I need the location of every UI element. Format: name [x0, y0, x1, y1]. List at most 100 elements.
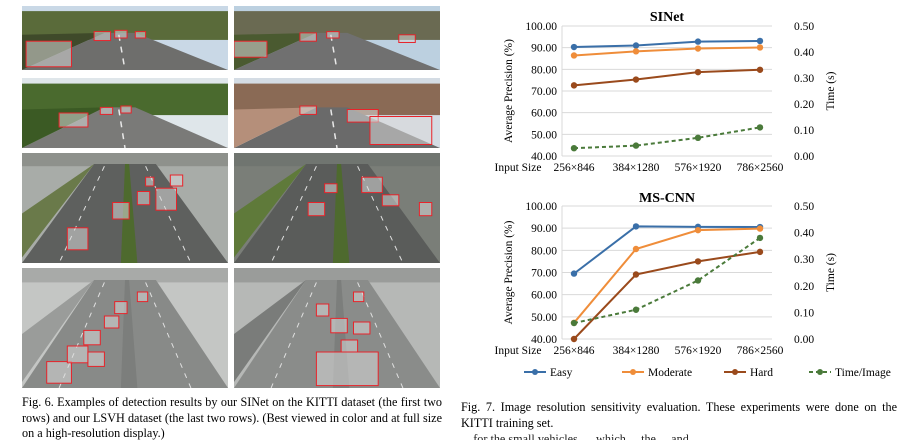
data-point: [632, 142, 640, 149]
y2-tick-label: 0.00: [794, 334, 814, 346]
series-line-moderate: [573, 227, 761, 324]
y2-tick-label: 0.50: [794, 201, 814, 213]
legend-label: Moderate: [648, 367, 692, 379]
thumbnail-lsvh-highway-overpass: [22, 153, 228, 263]
y2-tick-label: 0.20: [794, 99, 814, 111]
data-point: [632, 48, 640, 55]
series-line-easy: [573, 225, 761, 275]
data-point: [570, 82, 578, 89]
data-point: [570, 270, 578, 277]
y-tick-label: 100.00: [525, 201, 557, 213]
data-point: [632, 76, 640, 83]
data-point: [694, 226, 702, 234]
fig7-caption-tail: ... for the small vehicles, ... which ..…: [461, 432, 701, 440]
x-tick-label: 576×1920: [675, 162, 722, 174]
chart-title: SINet: [650, 10, 685, 25]
legend-marker: [532, 369, 538, 375]
data-point: [694, 45, 702, 52]
data-point: [756, 234, 764, 242]
y-tick-label: 50.00: [531, 312, 557, 324]
y-tick-label: 90.00: [531, 223, 557, 235]
data-point: [694, 68, 702, 76]
thumbnail-kitti-urban-road: [234, 6, 440, 70]
y-tick-label: 80.00: [531, 64, 557, 76]
thumbnail-lsvh-highway-median: [234, 153, 440, 263]
legend: Easy Moderate Hard Time/Image: [524, 367, 891, 379]
y-tick-label: 80.00: [531, 245, 557, 257]
thumbnail-kitti-residential-street: [234, 78, 440, 148]
series-line-moderate: [573, 46, 761, 57]
data-point: [756, 248, 764, 256]
legend-marker: [630, 369, 636, 375]
data-point: [756, 66, 764, 73]
fig6-caption: Fig. 6. Examples of detection results by…: [22, 395, 442, 440]
x-tick-label: 256×846: [554, 345, 595, 357]
data-point: [756, 225, 764, 232]
chart-title: MS-CNN: [639, 191, 695, 206]
data-point: [694, 38, 702, 45]
data-point: [756, 44, 764, 51]
x-axis-label: Input Size: [495, 345, 542, 357]
y-tick-label: 60.00: [531, 108, 557, 120]
series-line-easy: [573, 39, 761, 49]
y2-tick-label: 0.10: [794, 125, 814, 137]
legend-label: Easy: [550, 367, 573, 379]
y2-axis-label: Time (s): [825, 71, 837, 110]
y-tick-label: 40.00: [531, 151, 557, 163]
y-tick-label: 70.00: [531, 268, 557, 280]
fig7-caption: Fig. 7. Image resolution sensitivity eva…: [461, 400, 897, 440]
resolution-charts-svg: SINet 40.00 50.00 60.00 70.00 80.00 90.00 100.0…: [495, 10, 891, 379]
detection-examples-grid: [22, 6, 440, 388]
y-axis-label: Average Precision (%): [503, 220, 515, 324]
y-tick-label: 60.00: [531, 290, 557, 302]
x-tick-label: 786×2560: [737, 162, 784, 174]
y2-tick-label: 0.30: [794, 254, 814, 266]
legend-label: Time/Image: [835, 367, 891, 379]
x-tick-label: 786×2560: [737, 345, 784, 357]
y-tick-label: 50.00: [531, 129, 557, 141]
data-point: [632, 223, 640, 230]
x-tick-label: 384×1280: [613, 345, 660, 357]
data-point: [570, 319, 578, 327]
data-point: [570, 145, 578, 152]
series-line-time-image: [573, 237, 761, 325]
x-tick-label: 576×1920: [675, 345, 722, 357]
series-line-hard: [573, 68, 761, 87]
legend-marker: [732, 369, 738, 375]
data-point: [632, 306, 640, 313]
thumbnail-kitti-highway-cars: [22, 6, 228, 70]
data-point: [570, 43, 578, 51]
data-point: [694, 277, 702, 284]
y-axis-label: Average Precision (%): [503, 39, 515, 143]
series-line-time-image: [573, 126, 761, 150]
y2-tick-label: 0.00: [794, 151, 814, 163]
y-tick-label: 90.00: [531, 43, 557, 55]
legend-marker: [817, 369, 823, 375]
series-line-hard: [573, 250, 761, 340]
y-tick-label: 70.00: [531, 86, 557, 98]
fig7-caption-text: Fig. 7. Image resolution sensitivity eva…: [461, 400, 897, 430]
thumbnail-kitti-highway-trees: [22, 78, 228, 148]
data-point: [632, 271, 640, 278]
y2-tick-label: 0.20: [794, 281, 814, 293]
data-point: [756, 37, 764, 45]
y2-tick-label: 0.40: [794, 47, 814, 59]
data-point: [632, 245, 640, 253]
y-tick-label: 100.00: [525, 21, 557, 33]
x-axis-label: Input Size: [495, 162, 542, 174]
data-point: [632, 42, 640, 49]
data-point: [570, 52, 578, 59]
y2-tick-label: 0.50: [794, 21, 814, 33]
data-point: [756, 124, 764, 131]
resolution-sensitivity-figure: SINet 40.00 50.00 60.00 70.00 80.00 90.00 100.0…: [460, 0, 913, 390]
data-point: [694, 134, 702, 141]
y2-axis-label: Time (s): [825, 253, 837, 292]
x-tick-label: 256×846: [554, 162, 595, 174]
thumbnail-lsvh-highway-bridge: [234, 268, 440, 388]
y2-tick-label: 0.40: [794, 228, 814, 240]
legend-label: Hard: [750, 367, 773, 379]
y-tick-label: 40.00: [531, 334, 557, 346]
data-point: [570, 335, 578, 343]
y2-tick-label: 0.30: [794, 73, 814, 85]
x-tick-label: 384×1280: [613, 162, 660, 174]
